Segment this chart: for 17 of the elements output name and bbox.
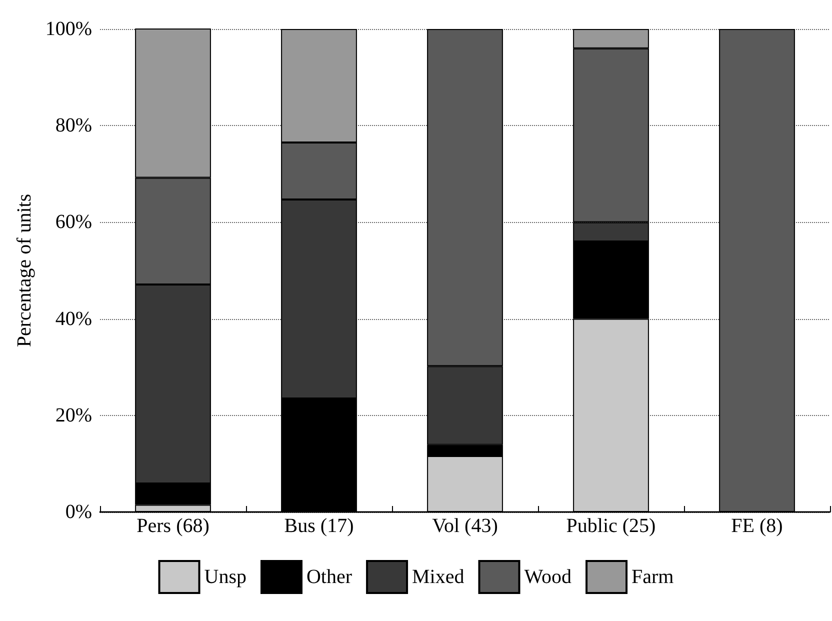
- x-tick-label: FE (8): [731, 515, 783, 537]
- y-tick-label: 60%: [55, 211, 92, 234]
- legend-label: Other: [306, 566, 352, 588]
- y-tick-label: 20%: [55, 404, 92, 426]
- x-tick-label: Pers (68): [136, 515, 210, 537]
- legend-label: Farm: [632, 566, 674, 588]
- x-tick-label: Public (25): [566, 515, 656, 537]
- y-tick-label: 100%: [45, 18, 92, 40]
- legend-label: Wood: [524, 566, 572, 588]
- legend-label: Mixed: [412, 566, 464, 588]
- legend-label: Unsp: [204, 566, 246, 588]
- y-tick-label: 80%: [55, 114, 92, 137]
- y-axis-title: Percentage of units: [13, 194, 36, 348]
- y-tick-label: 40%: [55, 308, 92, 330]
- x-tick-label: Bus (17): [284, 515, 354, 537]
- x-tick-label: Vol (43): [432, 515, 498, 537]
- y-tick-label: 0%: [65, 501, 92, 523]
